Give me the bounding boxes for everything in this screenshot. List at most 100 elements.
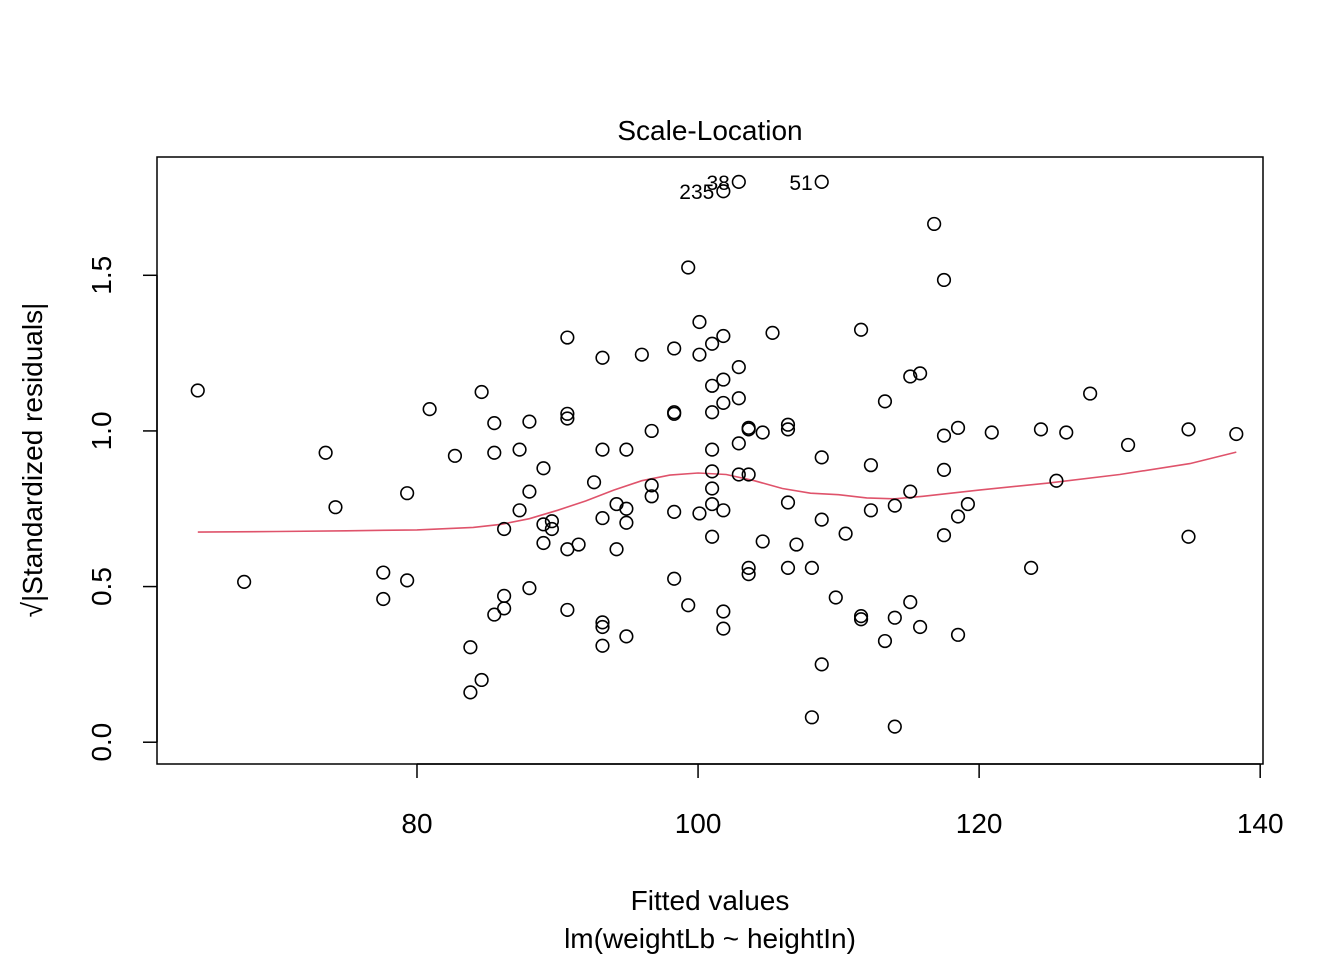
data-point	[644, 489, 659, 504]
smooth-line	[197, 451, 1237, 533]
data-point	[1024, 560, 1039, 575]
data-point	[716, 604, 731, 619]
data-point	[716, 372, 731, 387]
data-point	[887, 719, 902, 734]
data-point	[1033, 422, 1049, 437]
data-point	[950, 627, 966, 642]
point-annotation: 235	[679, 181, 714, 204]
data-point	[487, 416, 502, 431]
data-point	[1229, 426, 1244, 442]
data-point	[644, 478, 659, 493]
y-tick-label: 0.5	[86, 567, 117, 606]
x-tick-label: 140	[1237, 808, 1284, 839]
data-point	[536, 461, 551, 476]
smooth-layer	[197, 451, 1237, 533]
x-axis-label: Fitted values	[631, 885, 790, 916]
data-point	[595, 442, 610, 457]
data-point	[804, 560, 819, 575]
data-point	[595, 638, 610, 653]
data-point	[838, 526, 853, 541]
data-point	[853, 612, 869, 627]
points-layer	[190, 174, 1244, 734]
data-point	[741, 567, 756, 582]
data-point	[741, 467, 756, 482]
data-point	[667, 571, 682, 586]
data-point	[318, 445, 333, 460]
data-point	[544, 521, 559, 537]
data-point	[692, 506, 707, 521]
data-point	[497, 588, 512, 604]
data-point	[560, 406, 575, 421]
data-point	[634, 347, 649, 362]
data-point	[903, 595, 918, 610]
data-point	[780, 422, 796, 437]
data-point	[595, 615, 610, 630]
x-axis-sublabel: lm(weightLb ~ heightIn)	[564, 923, 856, 954]
x-tick-label: 80	[401, 808, 432, 839]
data-point	[619, 515, 634, 530]
data-point	[927, 216, 942, 232]
chart-title: Scale-Location	[617, 115, 802, 146]
data-point	[705, 336, 720, 351]
data-point	[780, 560, 796, 575]
data-point	[731, 174, 746, 190]
data-point	[814, 512, 829, 527]
data-point	[463, 640, 478, 655]
data-point	[705, 442, 720, 457]
data-point	[731, 467, 746, 482]
data-point	[595, 350, 610, 365]
data-point	[853, 609, 869, 624]
data-point	[190, 383, 205, 398]
data-point	[474, 672, 489, 688]
data-point	[814, 450, 829, 465]
data-point	[512, 442, 527, 457]
data-point	[950, 420, 966, 435]
data-point	[741, 422, 756, 437]
y-axis-label: √|Standardized residuals|	[17, 303, 48, 618]
data-point	[497, 521, 512, 537]
point-annotation: 51	[789, 172, 812, 195]
data-point	[1181, 529, 1196, 544]
data-point	[887, 498, 902, 513]
data-point	[400, 486, 415, 501]
data-point	[619, 629, 634, 644]
data-point	[731, 360, 746, 375]
data-point	[877, 394, 893, 409]
data-point	[877, 633, 893, 649]
data-point	[716, 503, 731, 518]
data-point	[681, 260, 696, 275]
data-point	[984, 425, 999, 440]
x-tick-label: 120	[956, 808, 1003, 839]
x-tick-label: 100	[675, 808, 722, 839]
data-point	[863, 458, 879, 473]
data-point	[912, 619, 928, 635]
y-axis: 0.0 0.5 1.0 1.5	[86, 256, 158, 762]
data-point	[705, 496, 720, 512]
x-axis: 80 100 120 140	[401, 763, 1284, 839]
data-point	[716, 621, 731, 636]
data-point	[716, 395, 731, 411]
data-point	[447, 448, 463, 463]
data-point	[536, 535, 551, 551]
data-point	[705, 405, 720, 420]
data-point	[755, 534, 770, 549]
data-point	[705, 464, 720, 479]
data-point	[667, 406, 682, 421]
data-point	[716, 184, 731, 199]
data-point	[376, 591, 391, 607]
data-point	[544, 514, 559, 529]
data-point	[887, 610, 902, 625]
data-point	[609, 542, 624, 557]
plot-frame	[156, 156, 1264, 765]
data-point	[789, 537, 804, 552]
data-point	[522, 484, 537, 499]
data-point	[936, 462, 952, 477]
data-point	[804, 710, 819, 725]
data-point	[487, 607, 502, 622]
y-tick-label: 0.0	[86, 723, 117, 762]
point-annotation: 38	[706, 172, 729, 195]
data-point	[1120, 437, 1136, 453]
data-point	[586, 475, 602, 490]
